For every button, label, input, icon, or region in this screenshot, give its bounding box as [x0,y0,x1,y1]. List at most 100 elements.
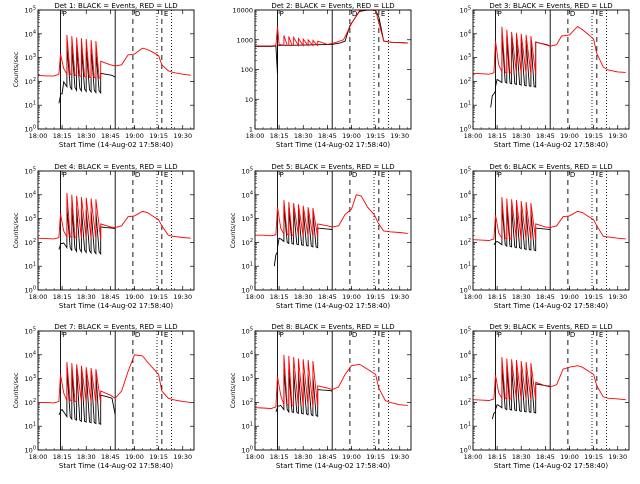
y-tick-label: 101 [460,422,471,431]
time-marker-label: P [280,10,284,18]
y-tick-label: 104 [242,190,253,199]
panel-det-1: Det 1: BLACK = Events, RED = LLD 100 101 10… [12,2,195,149]
y-tick-label: 100 [460,286,471,295]
x-tick-label: 19:00 [560,293,579,301]
x-tick-label: 19:00 [342,453,361,461]
x-tick-label: 18:00 [464,453,483,461]
y-tick-label: 102 [25,77,36,86]
time-marker-label: P [498,10,502,18]
series-lld-line [37,34,191,79]
panel-det-3: Det 3: BLACK = Events, RED = LLD 100 101 10… [460,2,630,149]
x-tick-label: 19:30 [173,293,192,301]
x-axis-label: Start Time (14-Aug-02 17:58:40) [494,462,608,470]
x-tick-label: 18:15 [270,293,289,301]
time-marker-label: P [63,331,67,339]
panel-det-8: Det 8: BLACK = Events, RED = LLD 100 101 10… [229,323,412,470]
y-tick-label: 1 [249,126,253,134]
x-tick-label: 19:15 [584,293,603,301]
panel-title: Det 6: BLACK = Events, RED = LLD [489,163,612,171]
plot-frame [37,170,195,291]
time-marker-label: E [164,10,168,18]
x-tick-label: 18:00 [246,453,265,461]
x-tick-label: 18:30 [77,453,96,461]
panel-title: Det 2: BLACK = Events, RED = LLD [271,2,394,10]
y-tick-label: 100 [25,446,36,455]
x-tick-label: 18:15 [53,132,72,140]
x-tick-label: 18:30 [294,453,313,461]
plot-frame [37,9,195,130]
y-tick-label: 100 [241,66,253,74]
x-tick-label: 18:45 [536,293,555,301]
panel-det-2: Det 2: BLACK = Events, RED = LLD 1 10 100 10… [232,2,412,149]
time-marker-label: P [63,10,67,18]
panel-det-5: Det 5: BLACK = Events, RED = LLD 100 101 10… [229,163,412,310]
plot-frame [37,330,195,451]
series-events-line [490,34,551,108]
y-tick-label: 104 [25,29,36,38]
y-tick-label: 103 [25,53,36,62]
series-lld-line [38,354,191,404]
plot-frame [472,330,630,451]
x-tick-label: 18:45 [101,453,120,461]
y-tick-label: 103 [460,214,471,223]
y-tick-label: 100 [242,286,253,295]
time-marker-label: E [381,331,385,339]
y-tick-label: 105 [25,167,36,176]
panel-title: Det 3: BLACK = Events, RED = LLD [489,2,612,10]
x-tick-label: 19:30 [390,132,409,140]
y-tick-label: 10 [245,96,253,104]
panel-title: Det 8: BLACK = Events, RED = LLD [271,323,394,331]
y-tick-label: 103 [460,53,471,62]
time-marker-label: E [164,171,168,179]
y-tick-label: 102 [242,238,253,247]
y-tick-label: 103 [460,374,471,383]
x-tick-label: 18:45 [318,453,337,461]
x-tick-label: 19:00 [560,132,579,140]
y-axis-label: Counts/sec [229,372,237,408]
x-tick-label: 18:00 [29,132,48,140]
x-tick-label: 19:15 [584,132,603,140]
y-tick-label: 102 [25,398,36,407]
series-lld-line [472,357,626,401]
time-marker-label: D [352,171,357,179]
y-tick-label: 105 [242,167,253,176]
x-tick-label: 19:15 [149,293,168,301]
y-tick-label: 104 [460,190,471,199]
plot-frame [254,170,412,291]
x-tick-label: 18:30 [294,132,313,140]
x-axis-label: Start Time (14-Aug-02 17:58:40) [276,302,390,310]
x-tick-label: 19:30 [390,453,409,461]
time-marker-label: E [599,331,603,339]
time-marker-label: P [280,331,284,339]
x-tick-label: 18:45 [101,132,120,140]
time-marker-label: D [135,171,140,179]
x-tick-label: 18:15 [488,132,507,140]
series-lld-line [254,354,408,410]
y-tick-label: 100 [460,446,471,455]
x-axis-label: Start Time (14-Aug-02 17:58:40) [276,462,390,470]
y-tick-label: 105 [25,6,36,15]
x-axis-label: Start Time (14-Aug-02 17:58:40) [59,462,173,470]
time-marker-label: P [280,171,284,179]
y-tick-label: 102 [25,238,36,247]
plot-frame [472,170,630,291]
x-axis-label: Start Time (14-Aug-02 17:58:40) [59,302,173,310]
y-tick-label: 105 [460,6,471,15]
time-marker-label: D [135,10,140,18]
x-tick-label: 19:30 [173,453,192,461]
x-tick-label: 18:30 [294,293,313,301]
x-tick-label: 18:15 [488,453,507,461]
series-lld-line [472,197,626,241]
x-tick-label: 19:00 [125,453,144,461]
panel-title: Det 7: BLACK = Events, RED = LLD [54,323,177,331]
plot-frame [472,9,630,130]
time-marker-label: D [570,171,575,179]
x-tick-label: 18:00 [29,453,48,461]
x-tick-label: 19:15 [149,132,168,140]
y-tick-label: 102 [460,398,471,407]
time-marker-label: E [381,171,385,179]
x-tick-label: 19:15 [366,132,385,140]
x-axis-label: Start Time (14-Aug-02 17:58:40) [276,141,390,149]
x-tick-label: 18:00 [464,293,483,301]
